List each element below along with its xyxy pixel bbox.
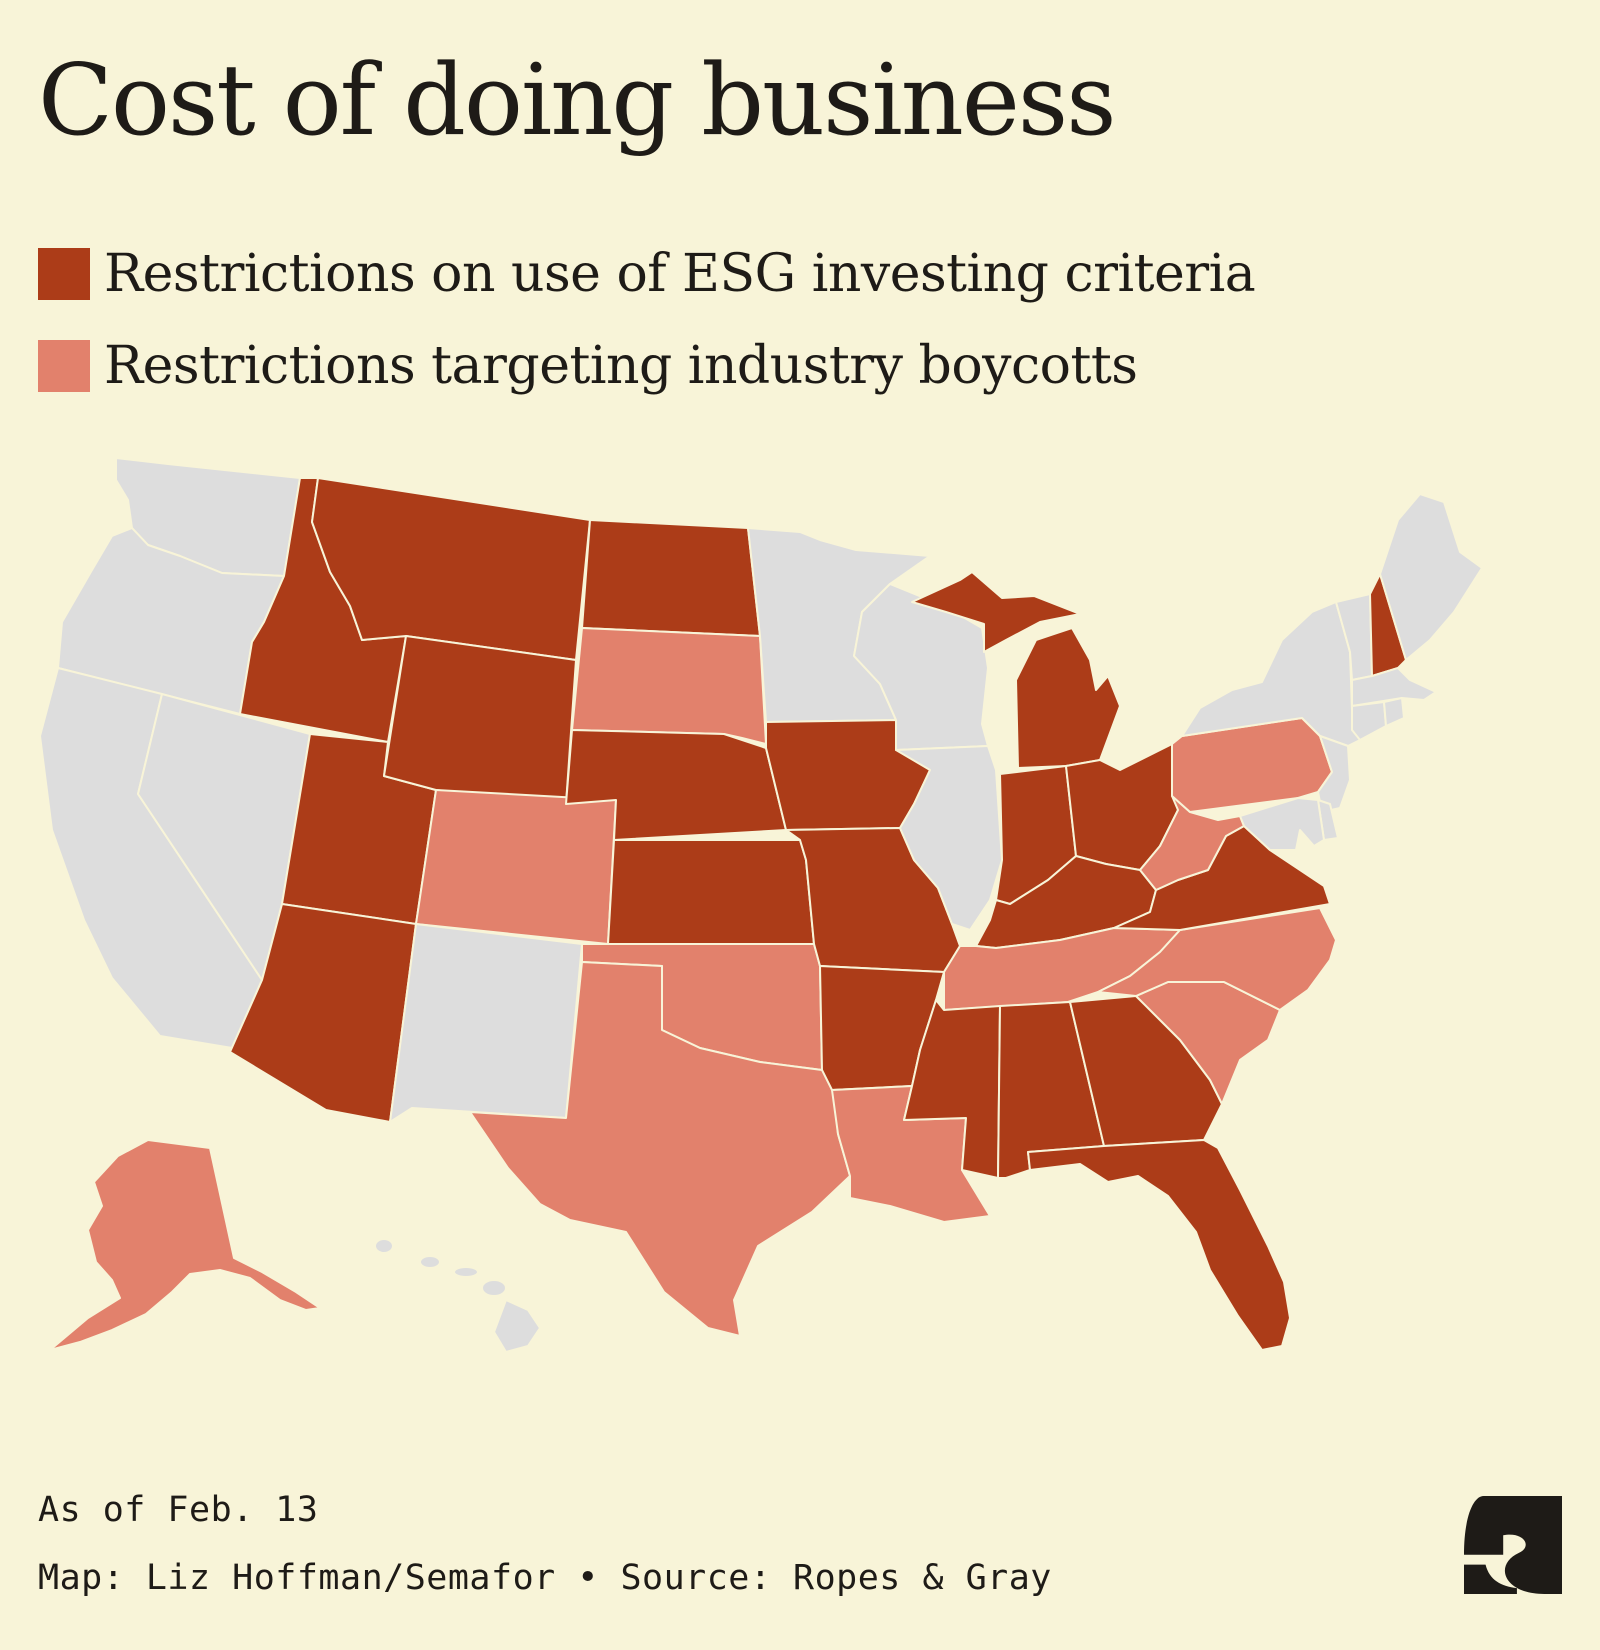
legend: Restrictions on use of ESG investing cri… — [38, 228, 1256, 412]
state-NC — [1097, 907, 1337, 1011]
state-FL — [1027, 1139, 1291, 1351]
semafor-s-logo-icon — [1464, 1496, 1562, 1594]
map-title: Cost of doing business — [38, 44, 1116, 158]
state-RI — [1383, 697, 1405, 727]
hawaii-island-maui — [481, 1279, 507, 1297]
state-NE — [565, 729, 787, 841]
legend-label-esg: Restrictions on use of ESG investing cri… — [104, 244, 1256, 304]
source-credit: Map: Liz Hoffman/Semafor • Source: Ropes… — [38, 1558, 1052, 1598]
state-WV — [1139, 795, 1245, 891]
legend-item-boycott: Restrictions targeting industry boycotts — [38, 320, 1255, 412]
state-MT — [311, 477, 591, 661]
state-CT — [1351, 701, 1387, 741]
state-AK — [49, 1139, 321, 1351]
hawaii-island-molokai — [453, 1266, 479, 1278]
state-HI — [374, 1238, 541, 1353]
us-state-map — [39, 457, 1483, 1353]
hawaii-island-oahu — [419, 1255, 441, 1269]
state-WY — [383, 635, 577, 805]
state-ND — [581, 519, 761, 637]
state-SD — [571, 627, 767, 745]
state-CO — [415, 789, 617, 945]
state-IL — [895, 745, 1003, 931]
legend-swatch-esg — [38, 248, 90, 300]
state-ME — [1379, 493, 1483, 661]
as-of-date: As of Feb. 13 — [38, 1490, 319, 1530]
semafor-s-logo-mark — [1464, 1496, 1562, 1594]
state-NH — [1369, 573, 1407, 677]
state-TX — [469, 961, 851, 1337]
state-KS — [607, 839, 815, 945]
legend-item-esg: Restrictions on use of ESG investing cri… — [38, 228, 1256, 320]
hawaii-island-kauai — [374, 1238, 394, 1254]
hawaii-island-big-island — [493, 1299, 541, 1353]
legend-swatch-boycott — [38, 340, 90, 392]
state-NM — [389, 923, 583, 1123]
state-MD — [1239, 797, 1325, 851]
legend-label-boycott: Restrictions targeting industry boycotts — [104, 336, 1138, 396]
